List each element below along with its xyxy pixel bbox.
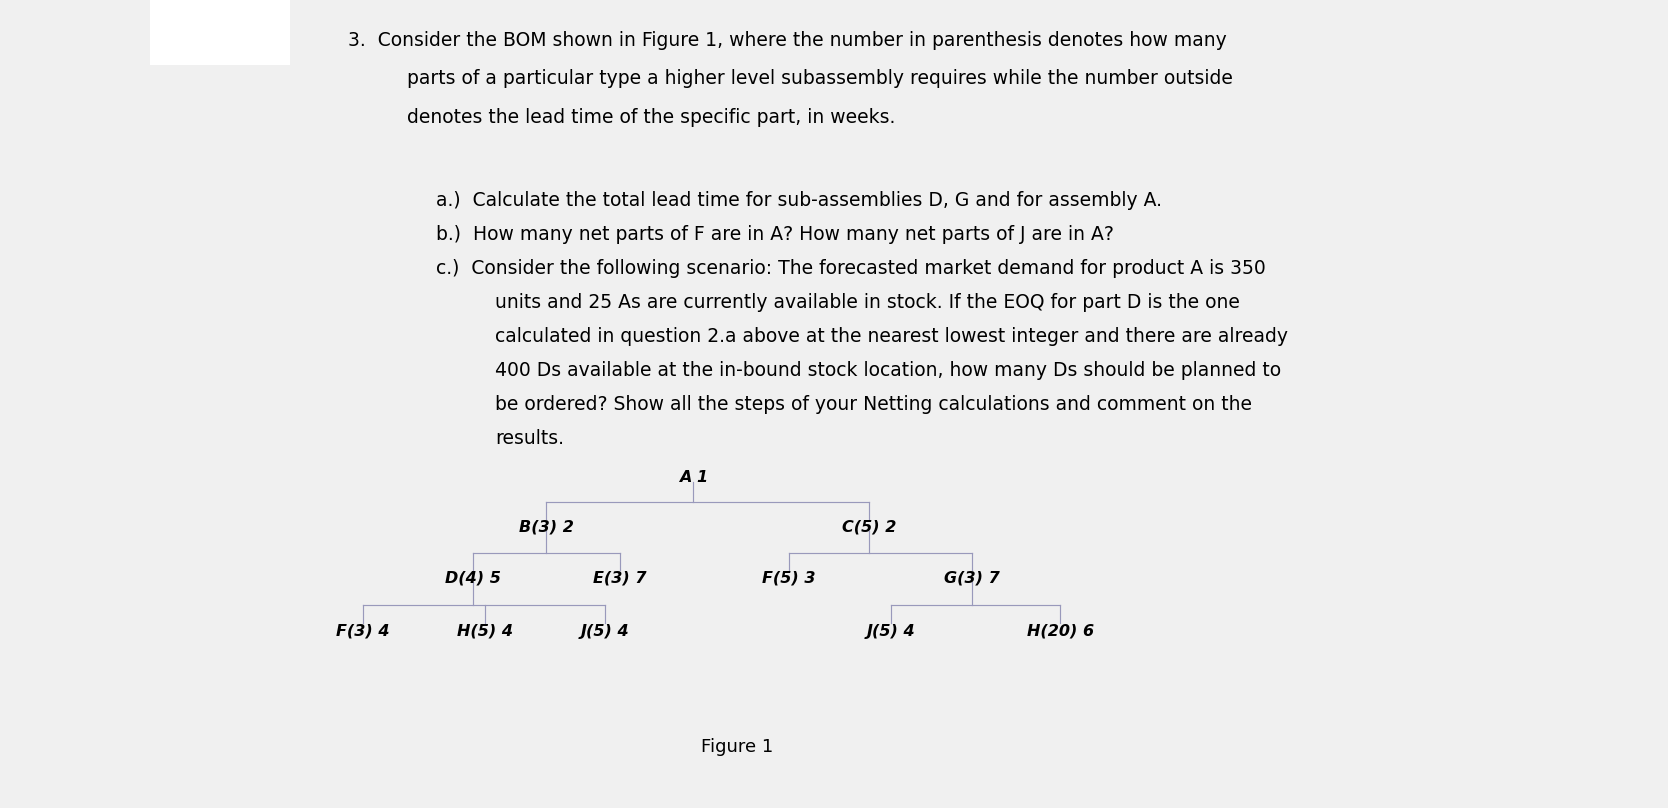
Text: A 1: A 1 — [679, 470, 707, 485]
Text: a.)  Calculate the total lead time for sub-assemblies D, G and for assembly A.: a.) Calculate the total lead time for su… — [437, 191, 1163, 211]
Text: F(3) 4: F(3) 4 — [337, 624, 390, 639]
Text: E(3) 7: E(3) 7 — [594, 570, 647, 586]
Text: 400 Ds available at the in-bound stock location, how many Ds should be planned t: 400 Ds available at the in-bound stock l… — [495, 361, 1281, 381]
Text: calculated in question 2.a above at the nearest lowest integer and there are alr: calculated in question 2.a above at the … — [495, 327, 1288, 347]
Text: J(5) 4: J(5) 4 — [580, 624, 629, 639]
Text: C(5) 2: C(5) 2 — [842, 520, 896, 534]
Text: B(3) 2: B(3) 2 — [519, 520, 574, 534]
Text: F(5) 3: F(5) 3 — [762, 570, 816, 586]
Text: results.: results. — [495, 429, 564, 448]
Text: b.)  How many net parts of F are in A? How many net parts of J are in A?: b.) How many net parts of F are in A? Ho… — [437, 225, 1114, 245]
Text: denotes the lead time of the specific part, in weeks.: denotes the lead time of the specific pa… — [407, 108, 896, 128]
Text: parts of a particular type a higher level subassembly requires while the number : parts of a particular type a higher leve… — [407, 69, 1233, 89]
Text: c.)  Consider the following scenario: The forecasted market demand for product A: c.) Consider the following scenario: The… — [437, 259, 1266, 279]
Text: Figure 1: Figure 1 — [701, 739, 774, 756]
Bar — [150, 0, 290, 65]
Text: D(4) 5: D(4) 5 — [445, 570, 500, 586]
Text: 3.  Consider the BOM shown in Figure 1, where the number in parenthesis denotes : 3. Consider the BOM shown in Figure 1, w… — [349, 31, 1228, 50]
Text: be ordered? Show all the steps of your Netting calculations and comment on the: be ordered? Show all the steps of your N… — [495, 395, 1253, 415]
Text: J(5) 4: J(5) 4 — [867, 624, 916, 639]
Text: G(3) 7: G(3) 7 — [944, 570, 1001, 586]
Text: units and 25 As are currently available in stock. If the EOQ for part D is the o: units and 25 As are currently available … — [495, 293, 1239, 313]
Text: H(20) 6: H(20) 6 — [1026, 624, 1094, 639]
Text: H(5) 4: H(5) 4 — [457, 624, 512, 639]
